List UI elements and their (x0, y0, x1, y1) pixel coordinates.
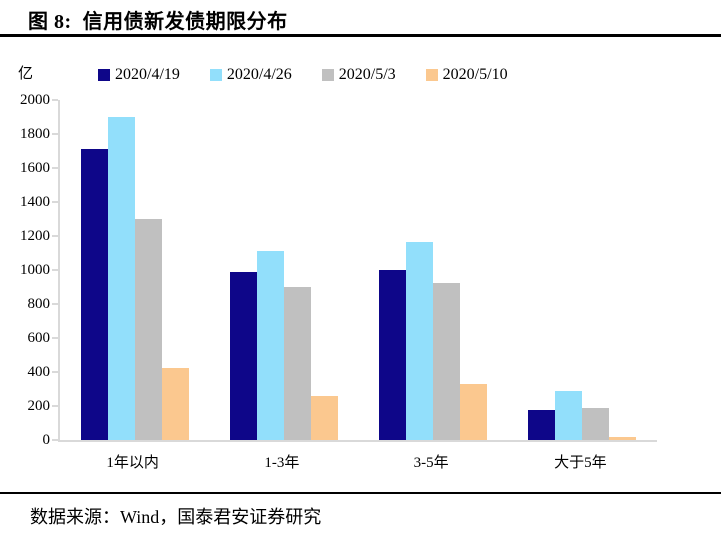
y-axis-tick-label: 600 (27, 330, 51, 346)
bar-2020/4/26-1-3年 (256, 251, 284, 440)
figure-title: 图 8: 信用债新发债期限分布 (28, 11, 288, 33)
legend-swatch-icon (425, 69, 438, 81)
y-axis-tick-label: 800 (27, 296, 51, 312)
bar-2020/5/3-大于5年 (582, 407, 610, 440)
bar-cluster-1 (209, 100, 358, 440)
x-axis-category-label: 1年以内 (106, 455, 159, 471)
y-axis-tick-label: 400 (27, 364, 51, 380)
bar-2020/5/10-1年以内 (161, 367, 189, 440)
y-axis-tick-mark (52, 133, 58, 135)
legend-label: 2020/4/19 (115, 66, 180, 83)
y-axis-tick-label: 2000 (20, 92, 50, 108)
legend-swatch-icon (321, 69, 334, 81)
y-axis-tick-mark (52, 201, 58, 203)
y-axis-tick-mark (52, 269, 58, 271)
bar-2020/4/19-1年以内 (80, 149, 108, 440)
y-axis-tick-label: 1800 (20, 126, 50, 142)
bar-2020/4/19-3-5年 (379, 270, 407, 440)
y-axis-tick-label: 200 (27, 398, 51, 414)
footer-divider (0, 492, 721, 494)
bar-2020/5/3-3-5年 (433, 282, 461, 440)
bar-cluster-2 (359, 100, 508, 440)
legend-item-2: 2020/5/3 (321, 66, 396, 84)
y-axis-tick-mark (52, 99, 58, 101)
bar-2020/4/26-1年以内 (107, 117, 135, 440)
y-axis-tick-label: 1200 (20, 228, 50, 244)
x-axis-category-label: 3-5年 (413, 455, 449, 471)
legend-item-1: 2020/4/26 (209, 66, 292, 84)
bar-cluster-3 (508, 100, 657, 440)
legend-item-0: 2020/4/19 (98, 66, 180, 84)
y-axis-tick-label: 1000 (20, 262, 50, 278)
title-divider (0, 34, 721, 37)
legend-label: 2020/5/3 (338, 66, 396, 83)
x-axis-category-label: 1-3年 (264, 455, 300, 471)
bar-2020/5/10-3-5年 (460, 383, 488, 440)
legend-label: 2020/4/26 (226, 66, 292, 83)
bar-2020/5/3-1-3年 (283, 287, 311, 440)
bar-2020/5/3-1年以内 (134, 219, 162, 440)
bar-2020/4/26-大于5年 (555, 390, 583, 440)
bar-2020/5/10-大于5年 (609, 436, 637, 440)
y-axis-tick-label: 1400 (20, 194, 50, 210)
data-source-note: 数据来源：Wind，国泰君安证券研究 (30, 507, 322, 527)
legend-item-3: 2020/5/10 (425, 66, 508, 84)
bar-cluster-0 (60, 100, 209, 440)
y-axis-tick-label: 0 (42, 432, 51, 448)
y-axis-tick-mark (52, 405, 58, 407)
bar-2020/5/10-1-3年 (310, 395, 338, 440)
y-axis-tick-mark (52, 371, 58, 373)
y-axis-tick-mark (52, 439, 58, 441)
legend-swatch-icon (209, 69, 222, 81)
y-axis-tick-label: 1600 (20, 160, 50, 176)
bar-2020/4/26-3-5年 (406, 241, 434, 440)
legend-swatch-icon (98, 69, 110, 81)
legend-label: 2020/5/10 (442, 66, 508, 83)
chart-legend: 2020/4/19 2020/4/26 2020/5/3 2020/5/10 (98, 66, 508, 84)
y-axis-unit-label: 亿 (18, 66, 34, 82)
y-axis-tick-mark (52, 235, 58, 237)
y-axis-tick-mark (52, 167, 58, 169)
x-axis-category-label: 大于5年 (554, 455, 607, 471)
y-axis-tick-mark (52, 337, 58, 339)
y-axis-tick-mark (52, 303, 58, 305)
plot-area (58, 100, 657, 442)
bar-2020/4/19-1-3年 (229, 271, 257, 440)
bar-2020/4/19-大于5年 (528, 410, 556, 440)
